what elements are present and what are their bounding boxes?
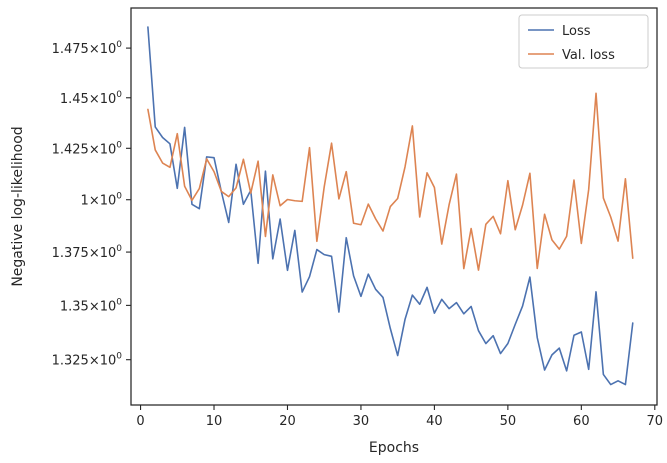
x-tick-label: 0 <box>136 414 144 429</box>
y-tick-label: 1.45×100 <box>60 90 122 107</box>
x-tick-label: 40 <box>426 414 443 429</box>
x-axis-ticks: 0 10 20 30 40 50 60 70 <box>136 405 663 429</box>
x-tick-label: 50 <box>500 414 517 429</box>
y-tick-label: 1×100 <box>81 192 123 209</box>
series-line-loss <box>147 26 634 386</box>
y-tick-label: 1.375×100 <box>52 244 123 261</box>
legend-label-val-loss: Val. loss <box>562 48 615 63</box>
y-axis-ticks: 1.325×100 1.35×100 1.375×100 1×100 1.425×100… <box>52 40 131 369</box>
x-axis-label: Epochs <box>369 440 419 456</box>
legend-label-loss: Loss <box>562 24 591 39</box>
y-tick-label: 1.325×100 <box>52 352 123 369</box>
series-layer <box>147 26 634 386</box>
y-axis-label: Negative log-likelihood <box>10 126 26 286</box>
x-tick-label: 30 <box>353 414 370 429</box>
y-tick-label: 1.425×100 <box>52 140 123 157</box>
series-line-val-loss <box>147 92 634 271</box>
y-tick-label: 1.475×100 <box>52 40 123 57</box>
x-tick-label: 60 <box>573 414 590 429</box>
plot-area-frame <box>130 7 658 406</box>
legend: Loss Val. loss <box>518 14 649 69</box>
y-tick-label: 1.35×100 <box>60 297 122 314</box>
x-tick-label: 10 <box>206 414 223 429</box>
x-tick-label: 70 <box>647 414 664 429</box>
x-tick-label: 20 <box>279 414 296 429</box>
